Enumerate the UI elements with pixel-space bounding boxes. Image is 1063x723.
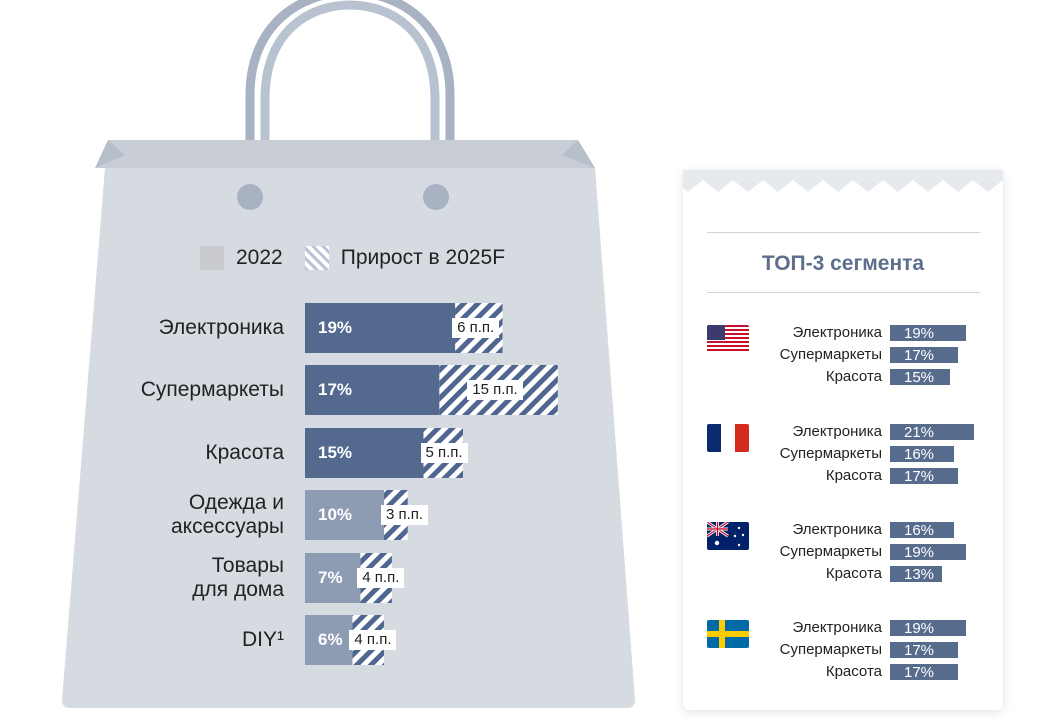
france-flag-icon (707, 424, 749, 452)
bar-growth-value-label: 5 п.п. (420, 443, 468, 463)
bar-base (305, 428, 424, 478)
australia-flag-icon (707, 522, 749, 550)
bar-base-value-label: 10% (318, 505, 353, 524)
category-label: DIY¹ (242, 628, 284, 651)
bar-growth-value-label: 4 п.п. (349, 630, 397, 650)
segment-label: Красота (825, 368, 882, 385)
category-label: Товары для дома (192, 554, 284, 601)
legend-label-2022: 2022 (236, 246, 283, 269)
chart-legend: 2022 Прирост в 2025F (200, 244, 527, 272)
segment-label: Электроника (792, 619, 882, 636)
segment-bar: 17% (890, 642, 958, 659)
bar-growth-value-label: 15 п.п. (467, 380, 523, 400)
legend-swatch-growth (304, 246, 329, 270)
segment-label: Красота (825, 565, 882, 582)
segment-bar: 17% (890, 664, 958, 681)
segment-bar: 19% (890, 544, 966, 561)
segment-bar: 17% (890, 468, 958, 485)
bag-ring-left (237, 184, 263, 210)
bag-handle-front (245, 0, 455, 195)
segment-bar: 13% (890, 566, 942, 583)
bar-growth-value-label: 6 п.п. (452, 318, 500, 338)
segment-bar: 19% (890, 325, 966, 342)
bar-base (305, 615, 353, 665)
segment-bar: 16% (890, 446, 954, 463)
segment-bar: 16% (890, 522, 954, 539)
segment-label: Супермаркеты (779, 445, 882, 462)
legend-label-growth: Прирост в 2025F (340, 246, 506, 269)
legend-swatch-2022 (200, 246, 224, 270)
card-divider-top (707, 232, 980, 233)
bar-base-value-label: 6% (318, 630, 343, 649)
segment-label: Супермаркеты (779, 543, 882, 560)
bar-base (305, 365, 440, 415)
usa-flag-icon (707, 325, 749, 353)
bag-ring-right (423, 184, 449, 210)
bar-base-value-label: 15% (318, 443, 353, 462)
segment-bar: 15% (890, 369, 950, 386)
top3-card: ТОП-3 сегмента Электроника 19% Супермаркет… (683, 170, 1003, 710)
segment-label: Электроника (792, 423, 882, 440)
segment-label: Электроника (792, 521, 882, 538)
category-label: Красота (205, 441, 284, 464)
segment-label: Электроника (792, 324, 882, 341)
segment-label: Супермаркеты (779, 346, 882, 363)
category-label: Супермаркеты (140, 378, 284, 401)
segment-label: Красота (825, 663, 882, 680)
segment-bar: 19% (890, 620, 966, 637)
bar-base (305, 553, 361, 603)
card-divider-bottom (707, 292, 980, 293)
bag-handle-back (260, 0, 440, 140)
category-label: Одежда и аксессуары (171, 491, 284, 538)
category-label: Электроника (158, 316, 284, 339)
bag-rim (95, 140, 595, 168)
segment-label: Супермаркеты (779, 641, 882, 658)
bar-growth-value-label: 4 п.п. (357, 568, 405, 588)
card-zigzag-edge (683, 170, 1003, 192)
segment-bar: 21% (890, 424, 974, 441)
bar-base (305, 490, 384, 540)
sweden-flag-icon (707, 620, 749, 648)
bar-base (305, 303, 456, 353)
bar-base-value-label: 17% (318, 380, 353, 399)
bar-growth-value-label: 3 п.п. (381, 505, 429, 525)
bar-base-value-label: 19% (318, 318, 353, 337)
segment-label: Красота (825, 467, 882, 484)
top3-title: ТОП-3 сегмента (761, 252, 925, 275)
segment-bar: 17% (890, 347, 958, 364)
bar-base-value-label: 7% (318, 568, 343, 587)
